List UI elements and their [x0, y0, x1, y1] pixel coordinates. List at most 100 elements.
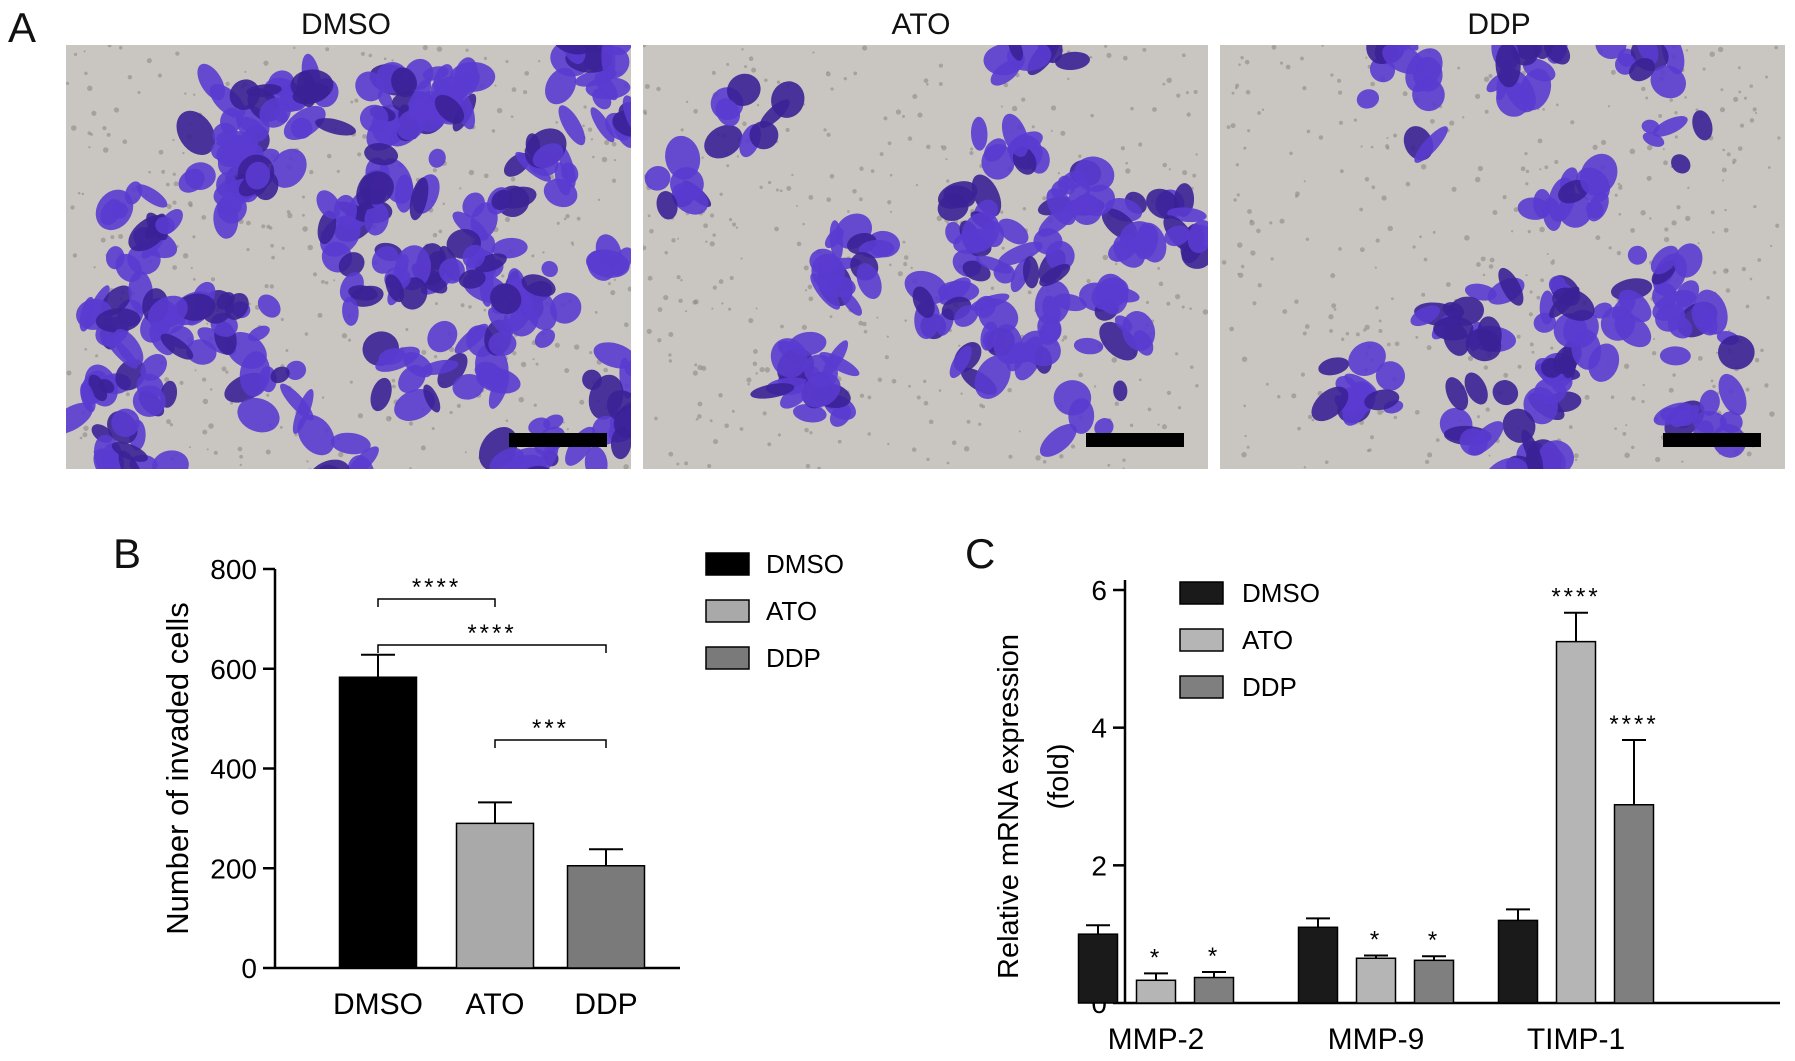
- membrane-pore: [1305, 237, 1310, 241]
- legend-label: DMSO: [766, 549, 844, 579]
- stained-cell: [186, 339, 217, 365]
- membrane-pore: [1402, 91, 1408, 97]
- stained-cell: [439, 258, 465, 284]
- stained-cell: [152, 450, 189, 469]
- membrane-pore: [518, 396, 525, 403]
- membrane-pore: [1685, 215, 1691, 222]
- stained-cell: [1498, 267, 1524, 306]
- membrane-pore: [767, 180, 772, 185]
- stained-cell: [160, 333, 194, 360]
- membrane-pore: [1513, 207, 1519, 213]
- membrane-pore: [1328, 314, 1334, 320]
- membrane-pore: [1147, 407, 1152, 412]
- membrane-pore: [1243, 146, 1247, 150]
- x-tick-label: MMP-9: [1328, 1023, 1425, 1056]
- membrane-pore: [946, 461, 950, 465]
- bar-dmso: [338, 676, 418, 969]
- legend-label: ATO: [1242, 625, 1293, 655]
- membrane-pore: [1244, 59, 1250, 65]
- membrane-pore: [79, 436, 83, 440]
- mrna-expression-chart: 0246Relative mRNA expression(fold)**MMP-…: [993, 575, 1780, 1056]
- membrane-pore: [354, 98, 359, 103]
- membrane-pore: [210, 277, 216, 282]
- membrane-pore: [883, 116, 888, 121]
- membrane-pore: [512, 351, 517, 356]
- membrane-pore: [1285, 64, 1291, 70]
- membrane-pore: [1345, 331, 1350, 336]
- stained-cell: [316, 190, 341, 219]
- membrane-pore: [1321, 45, 1324, 47]
- stained-cell: [1412, 78, 1445, 112]
- membrane-pore: [1145, 300, 1150, 305]
- membrane-pore: [1256, 228, 1261, 234]
- membrane-pore: [1451, 186, 1457, 192]
- membrane-pore: [1277, 394, 1281, 399]
- membrane-pore: [449, 410, 453, 415]
- membrane-pore: [201, 377, 207, 382]
- membrane-pore: [867, 395, 872, 400]
- membrane-pore: [938, 63, 943, 68]
- membrane-pore: [280, 317, 284, 322]
- membrane-pore: [748, 317, 754, 324]
- membrane-pore: [1303, 180, 1306, 183]
- membrane-pore: [1672, 373, 1676, 377]
- stained-cell: [593, 342, 631, 369]
- membrane-pore: [89, 132, 93, 136]
- membrane-pore: [1003, 82, 1009, 88]
- membrane-pore: [1516, 334, 1521, 339]
- x-tick-label: ATO: [466, 988, 525, 1021]
- stained-cell: [248, 325, 270, 342]
- stained-cell: [452, 374, 484, 400]
- membrane-pore: [1743, 96, 1747, 100]
- stained-cell: [111, 202, 128, 219]
- stained-cell: [543, 414, 564, 430]
- membrane-pore: [1142, 47, 1147, 52]
- membrane-pore: [84, 71, 88, 76]
- membrane-pore: [182, 151, 185, 155]
- membrane-pore: [923, 78, 929, 84]
- membrane-pore: [293, 46, 296, 49]
- membrane-pore: [1111, 357, 1117, 363]
- stained-cell: [391, 67, 418, 98]
- membrane-pore: [213, 450, 218, 455]
- membrane-pore: [1125, 168, 1131, 174]
- x-tick-label: TIMP-1: [1527, 1023, 1625, 1056]
- stained-cell: [590, 107, 615, 143]
- membrane-pore: [1654, 456, 1661, 463]
- membrane-pore: [362, 134, 367, 139]
- membrane-pore: [1193, 89, 1198, 95]
- stained-cell: [552, 45, 600, 55]
- y-tick-label: 800: [210, 554, 257, 585]
- membrane-pore: [1488, 73, 1493, 79]
- membrane-pore: [1542, 108, 1545, 111]
- membrane-pore: [1489, 257, 1495, 263]
- membrane-pore: [433, 355, 438, 359]
- stained-cell: [93, 448, 122, 469]
- membrane-pore: [709, 213, 715, 218]
- membrane-pore: [643, 109, 647, 114]
- membrane-pore: [804, 427, 809, 433]
- membrane-pore: [1181, 305, 1185, 309]
- membrane-pore: [555, 121, 559, 124]
- membrane-pore: [1138, 378, 1142, 382]
- membrane-pore: [368, 53, 373, 58]
- membrane-pore: [1722, 148, 1726, 152]
- stained-cell: [1558, 179, 1589, 204]
- membrane-pore: [1429, 118, 1435, 124]
- stained-cell: [1642, 132, 1665, 147]
- membrane-pore: [349, 380, 353, 384]
- membrane-pore: [350, 100, 354, 104]
- stained-cell: [961, 211, 1000, 253]
- membrane-pore: [1090, 113, 1094, 118]
- membrane-pore: [908, 384, 911, 388]
- membrane-pore: [1753, 205, 1757, 209]
- stained-cell: [856, 263, 882, 300]
- membrane-pore: [654, 416, 658, 421]
- membrane-pore: [1684, 96, 1687, 99]
- stained-cell: [611, 247, 631, 276]
- stained-cell: [1034, 280, 1071, 326]
- membrane-pore: [1237, 272, 1240, 276]
- membrane-pore: [1329, 328, 1334, 333]
- membrane-pore: [1503, 372, 1509, 378]
- membrane-pore: [1668, 387, 1674, 393]
